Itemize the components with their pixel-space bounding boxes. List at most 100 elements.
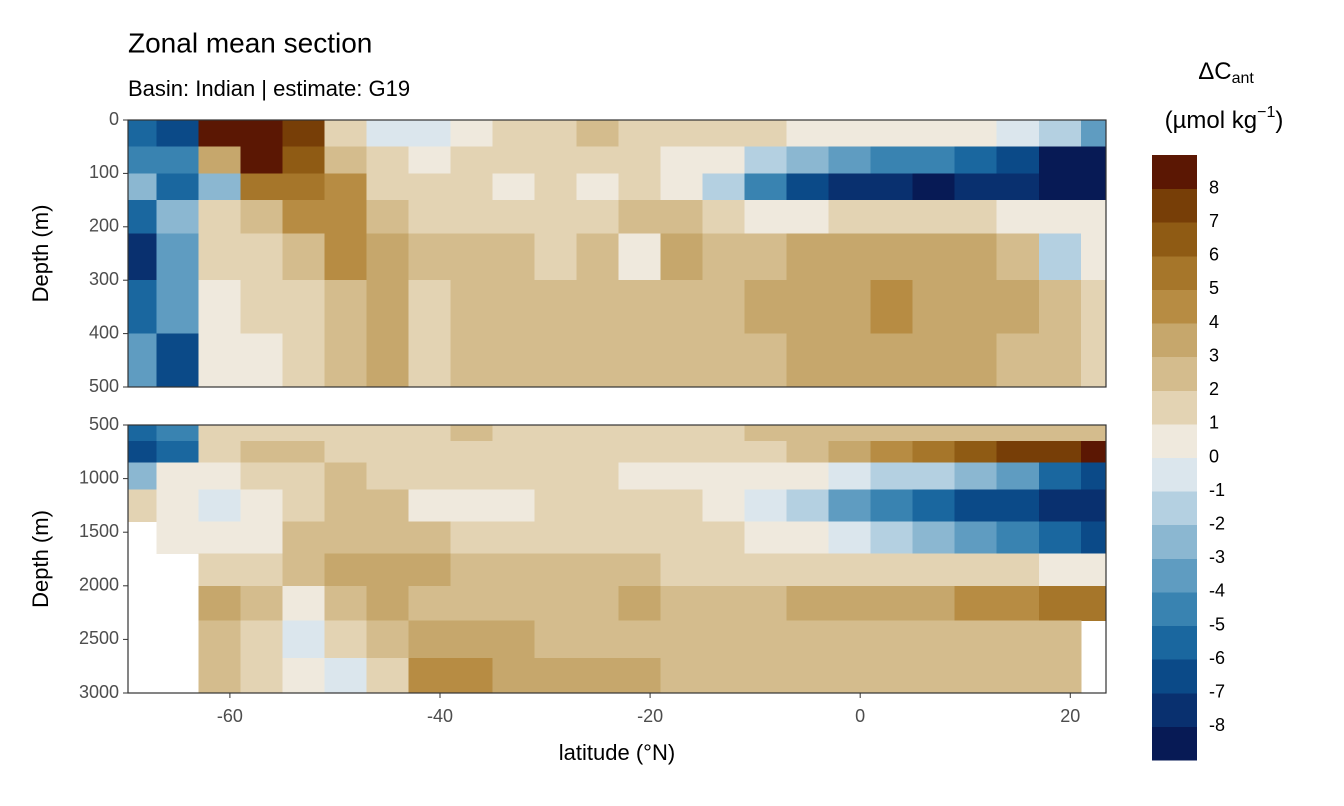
contour-cell (492, 620, 536, 659)
contour-cell (828, 521, 872, 555)
contour-cell (366, 425, 410, 442)
contour-cell (366, 200, 410, 235)
contour-cell (492, 173, 536, 201)
colorbar-swatch (1152, 323, 1197, 358)
contour-cell (618, 280, 662, 335)
contour-cell (828, 233, 872, 281)
contour-cell (660, 441, 704, 464)
contour-cell (828, 462, 872, 490)
contour-cell (702, 462, 746, 490)
colorbar-unit-post: ) (1275, 107, 1283, 134)
contour-cell (618, 489, 662, 523)
contour-cell (408, 521, 452, 555)
contour-cell (366, 333, 410, 388)
contour-cell (282, 462, 326, 490)
contour-cell (618, 658, 662, 694)
contour-cell (282, 521, 326, 555)
y-tick-label: 1500 (79, 521, 119, 541)
contour-cell (1080, 441, 1107, 464)
contour-cell (240, 462, 284, 490)
contour-cell (912, 233, 956, 281)
contour-cell (870, 441, 914, 464)
contour-cell (366, 462, 410, 490)
contour-cell (870, 585, 914, 622)
contour-cell (786, 521, 830, 555)
contour-cell (128, 120, 157, 148)
contour-cell (366, 585, 410, 622)
contour-cell (1080, 173, 1107, 201)
contour-cell (996, 146, 1040, 174)
contour-cell (660, 489, 704, 523)
colorbar-label: 2 (1209, 379, 1219, 399)
contour-cell (786, 233, 830, 281)
contour-cell (1038, 120, 1082, 148)
colorbar-label: 8 (1209, 177, 1219, 197)
colorbar-label: -3 (1209, 547, 1225, 567)
contour-cell (702, 521, 746, 555)
contour-cell (660, 620, 704, 659)
contour-cell (156, 146, 199, 174)
contour-cell (324, 280, 368, 335)
contour-cell (156, 173, 199, 201)
contour-cell (744, 200, 788, 235)
colorbar-swatch (1152, 289, 1197, 324)
colorbar-label: -2 (1209, 513, 1225, 533)
contour-cell (996, 120, 1040, 148)
contour-cell (198, 521, 242, 555)
contour-cell (450, 658, 494, 694)
contour-cell (534, 658, 578, 694)
contour-cell (954, 233, 998, 281)
contour-cell (744, 489, 788, 523)
contour-cell (954, 462, 998, 490)
colorbar-label: -7 (1209, 682, 1225, 702)
contour-cell (660, 173, 704, 201)
contour-cell (702, 441, 746, 464)
contour-cell (156, 489, 199, 523)
contour-cell (240, 233, 284, 281)
contour-cell (1080, 333, 1107, 388)
colorbar-swatch (1152, 222, 1197, 257)
contour-cell (954, 200, 998, 235)
contour-cell (576, 462, 620, 490)
contour-cell (198, 120, 242, 148)
contour-cell (1080, 425, 1107, 442)
contour-cell (324, 233, 368, 281)
contour-cell (660, 333, 704, 388)
colorbar-swatch (1152, 188, 1197, 223)
contour-cell (870, 462, 914, 490)
colorbar-swatch (1152, 591, 1197, 627)
colorbar-label: 5 (1209, 278, 1219, 298)
contour-cell (534, 120, 578, 148)
contour-cell (576, 425, 620, 442)
contour-cell (1038, 462, 1082, 490)
contour-cell (702, 280, 746, 335)
y-axis-title: Depth (m) (28, 510, 53, 608)
contour-cell (128, 280, 157, 335)
contour-cell (282, 173, 326, 201)
contour-cell (870, 200, 914, 235)
contour-cell (912, 521, 956, 555)
contour-cell (576, 553, 620, 587)
contour-cell (954, 553, 998, 587)
contour-cell (576, 173, 620, 201)
contour-cell (450, 333, 494, 388)
contour-cell (282, 280, 326, 335)
contour-cell (198, 200, 242, 235)
contour-cell (702, 620, 746, 659)
contour-cell (912, 425, 956, 442)
contour-cell (660, 233, 704, 281)
contour-cell (198, 441, 242, 464)
contour-cell (618, 333, 662, 388)
contour-cell (702, 200, 746, 235)
contour-cell (618, 521, 662, 555)
contour-cell (618, 146, 662, 174)
contour-cell (744, 585, 788, 622)
contour-cell (282, 233, 326, 281)
contour-cell (786, 585, 830, 622)
contour-cell (1038, 280, 1082, 335)
contour-cell (618, 441, 662, 464)
contour-cell (408, 462, 452, 490)
contour-cell (618, 120, 662, 148)
contour-cell (450, 521, 494, 555)
